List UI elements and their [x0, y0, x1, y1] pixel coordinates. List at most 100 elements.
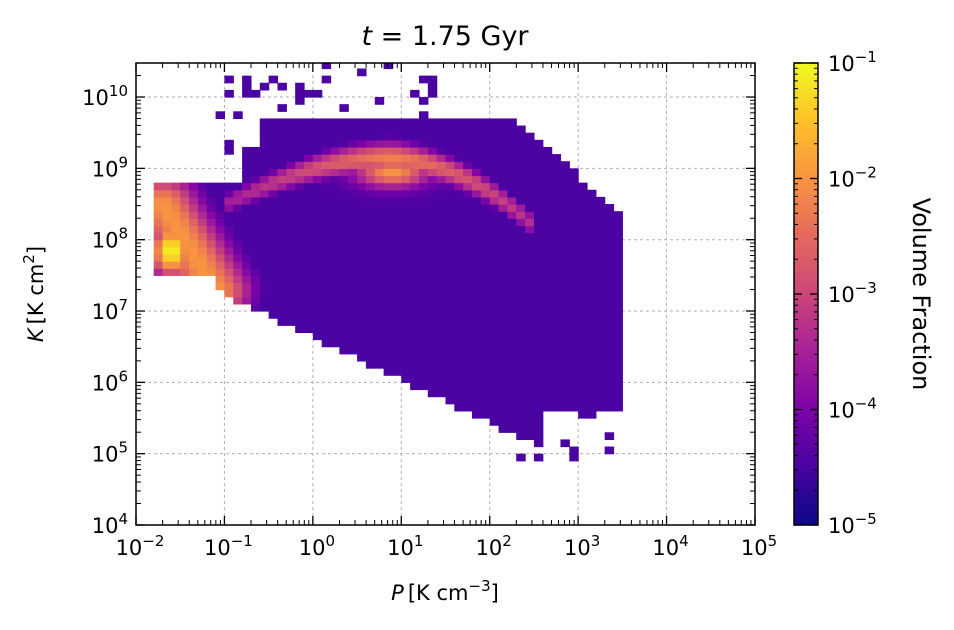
heatmap-cell: [586, 318, 597, 326]
heatmap-cell: [613, 318, 623, 326]
heatmap-cell: [330, 303, 340, 312]
heatmap-cell: [250, 189, 261, 198]
heatmap-cell: [410, 189, 420, 198]
heatmap-cell: [259, 253, 270, 262]
heatmap-cell: [268, 182, 279, 191]
heatmap-cell: [489, 375, 500, 383]
heatmap-cell: [427, 218, 438, 227]
heatmap-cell: [392, 211, 402, 219]
heatmap-cell: [312, 261, 323, 269]
heatmap-cell: [418, 353, 429, 362]
heatmap-cell: [215, 204, 226, 212]
heatmap-cell: [586, 261, 597, 269]
heatmap-cell: [613, 382, 623, 391]
heatmap-cell: [595, 368, 606, 376]
heatmap-cell: [533, 211, 544, 219]
heatmap-cell: [542, 396, 553, 405]
heatmap-cell: [586, 253, 597, 262]
heatmap-cell: [312, 146, 323, 155]
heatmap-cell: [401, 360, 411, 369]
heatmap-cell: [533, 261, 544, 269]
heatmap-cell: [533, 296, 544, 305]
heatmap-cell: [224, 261, 234, 269]
heatmap-cell: [489, 182, 500, 191]
heatmap-cell: [445, 268, 455, 276]
heatmap-cell: [410, 325, 420, 334]
heatmap-cell: [480, 282, 491, 291]
heatmap-cell: [533, 403, 544, 412]
heatmap-cell: [533, 161, 544, 169]
heatmap-cell: [374, 268, 385, 276]
heatmap-cell: [569, 196, 579, 205]
heatmap-cell: [357, 225, 367, 234]
heatmap-cell: [480, 332, 491, 341]
heatmap-cell: [569, 446, 579, 455]
heatmap-cell: [507, 146, 517, 155]
heatmap-cell: [312, 182, 323, 191]
heatmap-cell: [516, 261, 526, 269]
heatmap-cell: [445, 232, 455, 241]
heatmap-cell: [560, 382, 570, 391]
heatmap-cell: [224, 204, 234, 212]
heatmap-cell: [454, 346, 464, 355]
heatmap-cell: [595, 303, 606, 312]
heatmap-cell: [197, 204, 208, 212]
heatmap-cell: [454, 168, 464, 177]
heatmap-cell: [233, 239, 243, 248]
heatmap-cell: [427, 132, 438, 141]
heatmap-cell: [551, 360, 562, 369]
heatmap-cell: [489, 339, 500, 348]
heatmap-cell: [472, 225, 482, 234]
heatmap-cell: [472, 410, 482, 419]
heatmap-cell: [304, 218, 314, 227]
heatmap-cell: [551, 332, 562, 341]
heatmap-cell: [472, 146, 482, 155]
heatmap-cell: [162, 211, 172, 219]
heatmap-cell: [525, 232, 535, 241]
heatmap-cell: [383, 296, 394, 305]
heatmap-cell: [250, 232, 261, 241]
heatmap-cell: [507, 325, 517, 334]
heatmap-cell: [463, 161, 473, 169]
heatmap-cell: [463, 196, 473, 205]
heatmap-cell: [197, 268, 208, 276]
heatmap-cell: [330, 132, 340, 141]
heatmap-cell: [427, 353, 438, 362]
heatmap-cell: [295, 139, 305, 148]
heatmap-cell: [321, 332, 332, 341]
heatmap-cell: [516, 332, 526, 341]
heatmap-cell: [348, 261, 358, 269]
heatmap-cell: [295, 168, 305, 177]
x-tick-label: 10−1: [204, 532, 253, 560]
heatmap-cell: [365, 332, 376, 341]
heatmap-cell: [604, 289, 615, 298]
heatmap-cell: [463, 175, 473, 184]
heatmap-cell: [295, 146, 305, 155]
heatmap-cell: [533, 382, 544, 391]
heatmap-cell: [586, 289, 597, 298]
heatmap-cell: [586, 239, 597, 248]
heatmap-cell: [542, 211, 553, 219]
heatmap-cell: [365, 189, 376, 198]
heatmap-cell: [604, 375, 615, 383]
heatmap-cell: [578, 360, 588, 369]
heatmap-cell: [507, 218, 517, 227]
heatmap-cell: [525, 189, 535, 198]
heatmap-cell: [383, 125, 394, 134]
heatmap-cell: [410, 232, 420, 241]
heatmap-cell: [330, 339, 340, 348]
heatmap-cell: [489, 239, 500, 248]
heatmap-cell: [286, 182, 296, 191]
heatmap-cell: [321, 139, 332, 148]
heatmap-cell: [224, 239, 234, 248]
heatmap-cell: [233, 268, 243, 276]
heatmap-cell: [250, 246, 261, 255]
heatmap-cell: [489, 368, 500, 376]
heatmap-cell: [445, 239, 455, 248]
heatmap-cell: [613, 225, 623, 234]
heatmap-cell: [312, 189, 323, 198]
heatmap-cell: [472, 161, 482, 169]
heatmap-cell: [374, 97, 385, 105]
heatmap-cell: [507, 268, 517, 276]
heatmap-cell: [489, 325, 500, 334]
